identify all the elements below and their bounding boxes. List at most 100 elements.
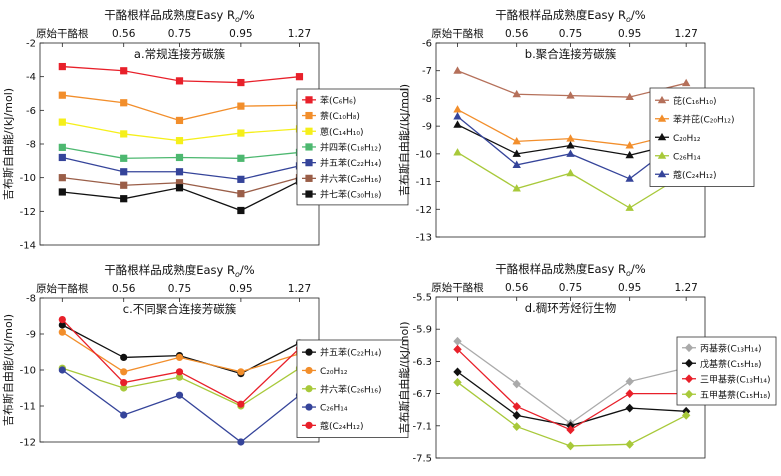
series-line (62, 94, 300, 122)
data-point (175, 373, 184, 381)
legend-swatch-marker (305, 403, 313, 411)
x-tick-label: 0.56 (505, 28, 529, 40)
x-tick-label: 1.27 (674, 28, 697, 40)
legend-label: C₂₆H₁₄ (673, 152, 701, 162)
y-axis-label: 吉布斯自由能/(kJ/mol) (397, 321, 411, 433)
series-line (61, 331, 300, 373)
data-point (175, 391, 184, 399)
data-point (453, 105, 462, 113)
data-point (681, 410, 691, 420)
data-point (681, 78, 691, 87)
y-tick-label: -6.7 (412, 389, 432, 400)
legend-swatch-marker (657, 114, 667, 122)
series-line (457, 348, 687, 431)
data-point (512, 402, 521, 411)
panel-1: 干酪根样品成熟度Easy Ro/% 原始干酪根 0.56 0.75 0.95 1.27 -6… (397, 8, 755, 244)
data-point (512, 410, 521, 420)
data-point (237, 129, 245, 137)
data-point (58, 328, 66, 336)
data-point (453, 112, 462, 120)
data-point (58, 62, 66, 71)
data-point (120, 154, 128, 162)
legend-label: 苯(C₆H₆) (320, 94, 356, 106)
data-point (625, 377, 634, 386)
data-point (625, 389, 634, 398)
data-point (625, 439, 634, 449)
data-point (625, 174, 634, 182)
x-tick-label: 0.95 (618, 28, 641, 40)
x-tick-label: 0.56 (112, 28, 136, 40)
top-axis-title-main: 干酪根样品成熟度Easy R (104, 8, 235, 22)
data-point (120, 130, 128, 138)
data-point (175, 353, 184, 361)
y-axis-label: 吉布斯自由能/(kJ/mol) (397, 84, 411, 196)
data-point (512, 379, 521, 389)
series-line (61, 369, 300, 443)
panel-3: 干酪根样品成熟度Easy Ro/% 原始干酪根 0.56 0.75 0.95 1.27 -5… (397, 262, 777, 465)
top-axis-title-sub: o (626, 15, 631, 24)
top-axis-title-unit: /% (631, 8, 646, 22)
top-axis-title: 干酪根样品成熟度Easy Ro/% (495, 8, 646, 24)
top-axis-title-sub: o (235, 270, 240, 279)
x-tick-label: 0.56 (505, 282, 529, 294)
data-point (512, 136, 521, 145)
legend-swatch-marker (305, 348, 313, 356)
data-point (58, 316, 66, 324)
data-point (512, 422, 521, 432)
x-tick-label: 0.75 (168, 283, 191, 295)
data-point (625, 403, 634, 413)
legend-box (649, 87, 755, 187)
x-tick-label: 0.95 (618, 282, 641, 294)
data-point (237, 175, 245, 183)
data-point (453, 66, 462, 74)
legend-label: 五甲基萘(C₁₅H₁₈) (700, 389, 771, 401)
panel-0: 干酪根样品成熟度Easy Ro/% 原始干酪根 0.56 0.75 0.95 1.27 -2… (1, 8, 409, 252)
x-tick-label: 1.27 (288, 28, 311, 40)
data-point (237, 400, 245, 408)
y-tick-label: -8 (26, 140, 36, 151)
legend-swatch-marker (305, 366, 313, 375)
data-point (237, 102, 245, 110)
data-point (120, 99, 128, 107)
legend-label: 芘(C₁₆H₁₀) (673, 95, 717, 107)
legend-label: C₂₀H₁₂ (673, 134, 701, 144)
data-point (453, 336, 462, 346)
legend-label: 苯并芘(C₂₀H₁₂) (673, 113, 735, 125)
data-point (175, 179, 184, 187)
data-point (58, 118, 66, 126)
legend-label: 并四苯(C₁₈H₁₂) (320, 141, 382, 153)
data-point (120, 353, 128, 361)
y-tick-label: -7 (422, 66, 432, 77)
top-axis-title-unit: /% (240, 263, 255, 277)
data-point (175, 137, 184, 145)
legend-label: 蔻(C₂₄H₁₂) (320, 420, 364, 432)
y-tick-label: -8 (422, 94, 432, 105)
top-axis-title-main: 干酪根样品成熟度Easy R (495, 8, 626, 22)
x-tick-label: 原始干酪根 (431, 281, 484, 294)
legend-swatch-marker (684, 389, 694, 399)
y-tick-label: -6.3 (412, 357, 432, 368)
y-tick-label: -10 (416, 149, 432, 160)
x-tick-label: 原始干酪根 (431, 27, 484, 40)
x-tick-label: 1.27 (674, 282, 697, 294)
y-tick-label: -12 (416, 205, 432, 216)
y-tick-label: -6 (422, 39, 432, 50)
data-point (566, 134, 575, 142)
y-tick-label: -11 (416, 177, 432, 188)
legend-swatch-marker (657, 151, 667, 159)
y-tick-label: -13 (416, 233, 432, 244)
legend-label: C₂₀H₁₂ (320, 367, 348, 377)
data-point (58, 153, 66, 162)
legend-swatch-marker (657, 95, 667, 104)
x-tick-label: 0.95 (229, 283, 252, 295)
y-tick-label: -9 (26, 330, 36, 341)
data-point (175, 153, 184, 162)
data-point (175, 168, 184, 176)
y-tick-label: -12 (20, 207, 36, 218)
legend-swatch-marker (684, 358, 694, 368)
data-point (453, 377, 462, 387)
y-tick-label: -4 (26, 72, 36, 83)
data-point (237, 206, 245, 215)
data-point (295, 73, 304, 81)
